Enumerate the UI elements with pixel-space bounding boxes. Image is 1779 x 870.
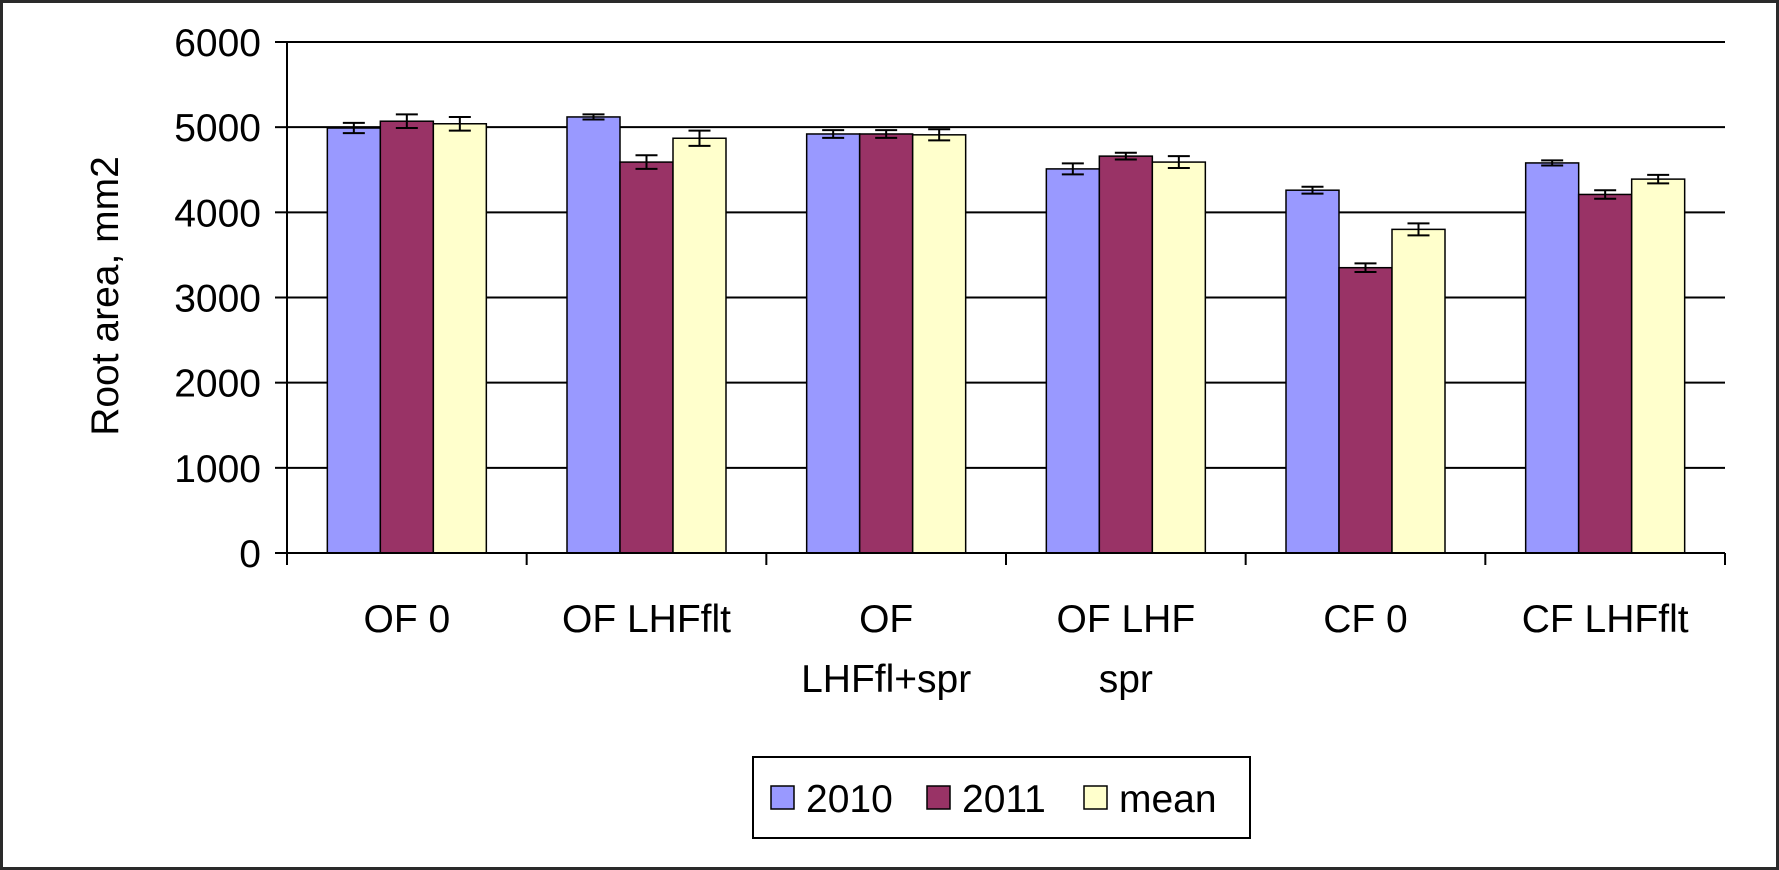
bar-2010 — [805, 133, 861, 554]
bar-mean — [1630, 178, 1686, 554]
x-category-label-line: CF 0 — [1323, 598, 1408, 641]
x-category-label-line: OF LHF — [1056, 598, 1195, 641]
legend-swatch-2010 — [770, 785, 795, 810]
bar-2011 — [1098, 155, 1154, 554]
x-category-label-line: spr — [1099, 658, 1153, 701]
bar-mean — [432, 123, 488, 554]
x-category-label: OF LHFflt — [562, 598, 731, 641]
bar-2011 — [379, 120, 435, 554]
legend-label-2010: 2010 — [806, 778, 893, 821]
x-category-label-line: CF LHFflt — [1522, 598, 1689, 641]
bar-mean — [1151, 161, 1207, 554]
x-category-label-line: OF LHFflt — [562, 598, 731, 641]
bar-2010 — [566, 116, 621, 554]
y-tick-label: 2000 — [174, 363, 261, 406]
gridlines — [287, 41, 1725, 469]
y-tick-labels: 0 1000 2000 3000 4000 5000 6000 — [174, 22, 261, 576]
bar-2011 — [1577, 193, 1633, 554]
y-tick-label: 4000 — [174, 192, 261, 235]
y-tick-label: 1000 — [174, 448, 261, 491]
bars — [326, 116, 1686, 554]
bar-2010 — [1524, 162, 1580, 554]
legend-label-mean: mean — [1119, 778, 1217, 821]
y-tick-label: 3000 — [174, 278, 261, 321]
x-category-label-line: OF — [859, 598, 913, 641]
bar-2011 — [1338, 266, 1393, 554]
bar-mean — [1391, 228, 1446, 554]
bar-mean — [672, 137, 727, 554]
x-category-label: OF 0 — [363, 598, 450, 641]
x-category-label: CF LHFflt — [1522, 598, 1689, 641]
x-category-labels: OF 0 OF LHFflt OF LHFfl+spr OF LHF spr CF 0 CF … — [363, 598, 1688, 701]
bar-2010 — [1045, 168, 1101, 554]
error-bars — [342, 113, 1670, 273]
x-category-label-line: LHFfl+spr — [801, 658, 971, 701]
y-tick-label: 6000 — [174, 22, 261, 65]
y-axis-title: Root area, mm2 — [84, 156, 127, 436]
legend-swatch-2011 — [926, 785, 951, 810]
y-tick-label: 5000 — [174, 107, 261, 150]
bar-2010 — [326, 127, 382, 554]
x-category-label-line: OF 0 — [363, 598, 450, 641]
bar-2011 — [619, 161, 674, 554]
legend-swatch-mean — [1083, 785, 1108, 810]
bar-mean — [911, 134, 967, 554]
legend-box — [752, 756, 1251, 839]
y-tick-label: 0 — [239, 533, 261, 576]
bar-2010 — [1285, 189, 1340, 554]
legend-label-2011: 2011 — [962, 778, 1046, 821]
axes — [275, 41, 1726, 565]
bar-2011 — [858, 133, 914, 554]
x-category-label: CF 0 — [1323, 598, 1408, 641]
x-category-label: OF LHFfl+spr — [801, 598, 971, 701]
x-category-label: OF LHF spr — [1056, 598, 1195, 701]
legend: 2010 2011 mean — [752, 756, 1251, 839]
